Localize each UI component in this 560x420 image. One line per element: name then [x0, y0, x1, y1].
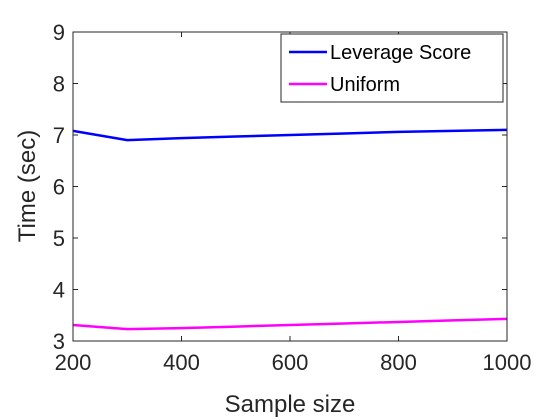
y-tick-label: 9 [53, 20, 65, 45]
series-line-uniform [72, 317, 508, 331]
x-tick-label: 800 [380, 350, 417, 375]
y-tick-label: 4 [53, 278, 65, 303]
x-axis-label: Sample size [225, 391, 356, 418]
y-tick-label: 8 [53, 72, 65, 97]
legend: Leverage Score Uniform [280, 33, 504, 103]
series-layer [72, 128, 508, 331]
legend-label-uniform: Uniform [330, 74, 400, 96]
ticks-layer: 200 400 600 800 1000 3 4 5 6 7 8 9 [53, 20, 532, 375]
legend-label-leverage-score: Leverage Score [330, 42, 471, 64]
x-tick-label: 1000 [483, 350, 532, 375]
x-tick-label: 600 [272, 350, 309, 375]
y-tick-label: 6 [53, 175, 65, 200]
x-tick-label: 400 [163, 350, 200, 375]
series-line-leverage-score [72, 128, 508, 142]
y-axis-label: Time (sec) [14, 130, 41, 242]
y-tick-label: 3 [53, 329, 65, 354]
y-tick-label: 5 [53, 226, 65, 251]
legend-box [280, 33, 504, 103]
x-tick-label: 200 [55, 350, 92, 375]
y-tick-label: 7 [53, 123, 65, 148]
